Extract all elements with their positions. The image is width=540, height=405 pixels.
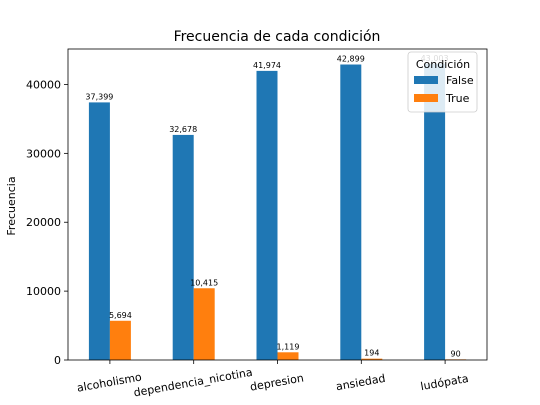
data-label-depresion-true: 1,119 — [277, 342, 300, 351]
data-label-alcoholismo-true: 5,694 — [109, 311, 132, 320]
data-label-alcoholismo-false: 37,399 — [85, 92, 113, 101]
legend-label-true: True — [445, 92, 470, 105]
bar-dependencia_nicotina-true — [193, 288, 215, 360]
data-label-ansiedad-false: 42,899 — [337, 55, 365, 64]
legend-title: Condición — [416, 58, 470, 71]
x-tick-label-depresion: depresion — [249, 371, 305, 393]
bar-alcoholismo-false — [88, 102, 110, 361]
legend-label-false: False — [446, 74, 474, 87]
legend-swatch-true — [414, 94, 438, 102]
plot-frame — [67, 48, 488, 361]
x-tick-label-ludópata: ludópata — [419, 372, 469, 393]
bar-depresion-false — [256, 70, 278, 360]
y-axis-label: Frecuencia — [5, 176, 18, 235]
x-tick-label-ansiedad: ansiedad — [335, 372, 386, 393]
y-tick-label: 30000 — [26, 147, 61, 160]
bar-ludópata-false — [424, 63, 446, 361]
x-tick-label-dependencia_nicotina: dependencia_nicotina — [133, 366, 254, 400]
chart-title: Frecuencia de cada condición — [174, 29, 381, 45]
bar-alcoholismo-true — [109, 320, 131, 360]
bar-ansiedad-true — [361, 358, 383, 360]
data-label-dependencia_nicotina-false: 32,678 — [169, 125, 197, 134]
data-label-depresion-false: 41,974 — [253, 61, 281, 70]
data-label-dependencia_nicotina-true: 10,415 — [190, 278, 218, 287]
bar-depresion-true — [277, 352, 299, 360]
y-tick-label: 0 — [54, 354, 61, 367]
y-tick-label: 20000 — [26, 216, 61, 229]
x-axis: alcoholismodependencia_nicotinadepresion… — [76, 360, 470, 399]
legend-items: False True — [414, 74, 474, 105]
legend: Condición False True — [407, 51, 478, 113]
bar-ansiedad-false — [340, 64, 362, 360]
data-label-ansiedad-true: 194 — [364, 349, 379, 358]
y-tick-label: 40000 — [26, 78, 61, 91]
bar-dependencia_nicotina-false — [172, 134, 194, 360]
y-tick-label: 10000 — [26, 285, 61, 298]
legend-swatch-false — [414, 76, 438, 84]
y-axis: 0 10000 20000 30000 40000 — [26, 78, 68, 367]
data-label-ludópata-true: 90 — [451, 349, 461, 358]
